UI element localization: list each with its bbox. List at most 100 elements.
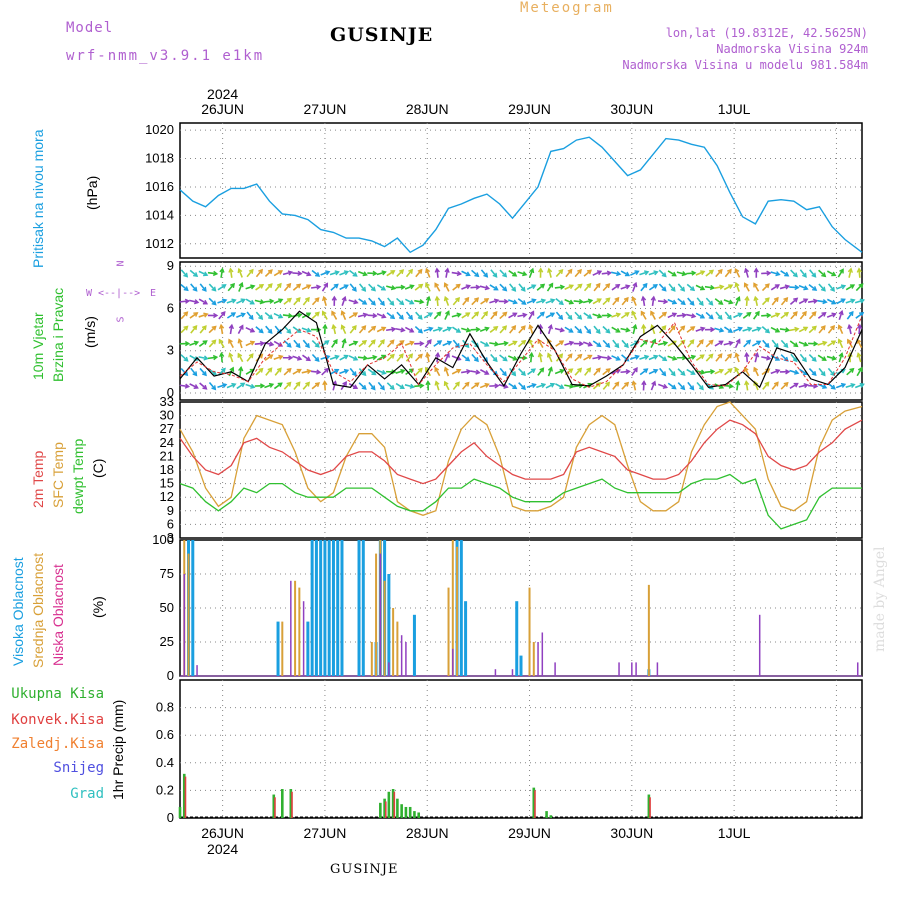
wind-arrow-head — [380, 385, 385, 391]
wind-arrow-head — [306, 327, 312, 333]
wind-arrow-head — [295, 297, 301, 303]
wind-arrow — [687, 339, 695, 348]
wind-arrow-head — [258, 284, 265, 289]
cloud-bar-high — [276, 621, 280, 676]
wind-arrow — [555, 297, 564, 305]
wind-arrow-head — [794, 326, 800, 332]
wind-arrow-head — [238, 324, 244, 330]
wind-arrow — [518, 382, 526, 390]
wind-arrow-head — [651, 380, 657, 386]
wind-arrow — [179, 300, 189, 303]
wind-arrow — [620, 327, 630, 332]
wind-arrow-head — [539, 311, 545, 317]
wind-arrow — [311, 353, 320, 362]
wind-arrow-head — [248, 353, 254, 359]
wind-arrow — [858, 325, 861, 335]
wind-arrow — [846, 368, 854, 376]
wind-arrow — [612, 339, 620, 348]
wind-arrow-head — [193, 384, 199, 389]
wind-arrow — [548, 268, 552, 278]
wind-arrow — [658, 383, 668, 389]
wind-arrow-head — [596, 382, 602, 387]
ytick-label: 1014 — [145, 207, 174, 222]
wind-arrow-head — [559, 284, 566, 290]
wind-arrow — [612, 381, 620, 390]
wind-arrow-head — [353, 299, 359, 305]
wind-arrow-head — [425, 267, 431, 274]
wind-arrow-head — [859, 312, 865, 317]
wind-arrow — [436, 268, 439, 278]
wind-arrow — [404, 298, 414, 305]
wind-arrow — [264, 300, 274, 303]
wind-arrow — [283, 382, 292, 390]
wind-arrow-head — [343, 284, 349, 290]
wind-arrow-head — [237, 267, 243, 274]
cloud-bar-high — [306, 621, 310, 676]
wind-arrow-head — [634, 354, 640, 360]
wind-arrow — [462, 297, 470, 306]
wind-arrow — [818, 269, 826, 277]
wind-arrow-head — [408, 353, 414, 359]
wind-arrow — [264, 312, 273, 320]
wind-arrow-head — [484, 370, 490, 375]
wind-arrow — [198, 298, 208, 305]
wind-arrow-head — [228, 323, 235, 330]
wind-arrow-head — [259, 383, 266, 389]
wind-arrow — [220, 268, 224, 278]
wind-arrow-head — [493, 298, 500, 304]
wind-arrow-head — [370, 385, 376, 391]
wind-arrow-head — [502, 356, 508, 362]
wind-arrow-head — [434, 351, 441, 358]
wind-arrow — [273, 382, 283, 390]
wind-arrow — [357, 270, 367, 276]
wind-arrow-head — [436, 311, 442, 317]
wind-arrow-head — [698, 385, 704, 391]
wind-arrow-head — [559, 340, 565, 346]
wind-arrow-head — [475, 284, 481, 290]
wind-arrow-head — [539, 367, 545, 373]
wind-arrow-head — [830, 325, 835, 331]
wind-arrow — [751, 340, 761, 347]
wind-arrow — [198, 313, 208, 318]
wind-arrow — [301, 284, 311, 291]
wind-arrow-head — [569, 383, 575, 389]
wind-arrow-head — [775, 327, 781, 333]
wind-arrow — [555, 353, 563, 362]
wind-arrow — [349, 367, 357, 376]
wind-arrow-head — [483, 272, 489, 278]
wind-arrow-head — [746, 339, 752, 345]
wind-arrow — [593, 325, 601, 334]
wind-arrow — [657, 300, 668, 303]
wind-arrow — [714, 285, 724, 289]
wind-arrow — [838, 339, 844, 349]
wind-arrow — [199, 367, 207, 376]
wind-arrow — [723, 284, 733, 291]
wind-arrow-head — [372, 312, 378, 319]
wind-arrow — [435, 381, 440, 391]
wind-arrow — [229, 268, 233, 278]
wind-arrow — [461, 270, 470, 276]
wind-arrow-head — [228, 267, 234, 273]
wind-arrow-head — [550, 298, 556, 304]
wind-arrow-head — [520, 325, 526, 331]
wind-arrow — [283, 368, 292, 376]
wind-arrow-head — [793, 382, 799, 388]
wind-arrow-head — [528, 323, 534, 330]
wind-arrow — [582, 299, 593, 304]
wind-arrow-head — [267, 367, 273, 373]
wind-arrow — [807, 299, 818, 303]
wind-arrow — [255, 368, 264, 376]
cloud-bar-low — [511, 669, 514, 676]
panel-frame-precip — [179, 679, 863, 819]
model-name: wrf-nmm_v3.9.1 e1km — [66, 48, 265, 64]
wind-arrow-head — [305, 381, 311, 387]
wind-arrow-head — [587, 341, 593, 347]
wind-arrow-head — [305, 356, 311, 362]
wind-arrow — [255, 269, 263, 278]
wind-arrow-head — [443, 366, 449, 372]
wind-arrow-head — [837, 338, 843, 344]
wind-arrow — [695, 270, 705, 276]
wind-arrow — [358, 382, 367, 390]
wind-arrow — [818, 325, 826, 334]
wind-arrow — [808, 283, 817, 291]
